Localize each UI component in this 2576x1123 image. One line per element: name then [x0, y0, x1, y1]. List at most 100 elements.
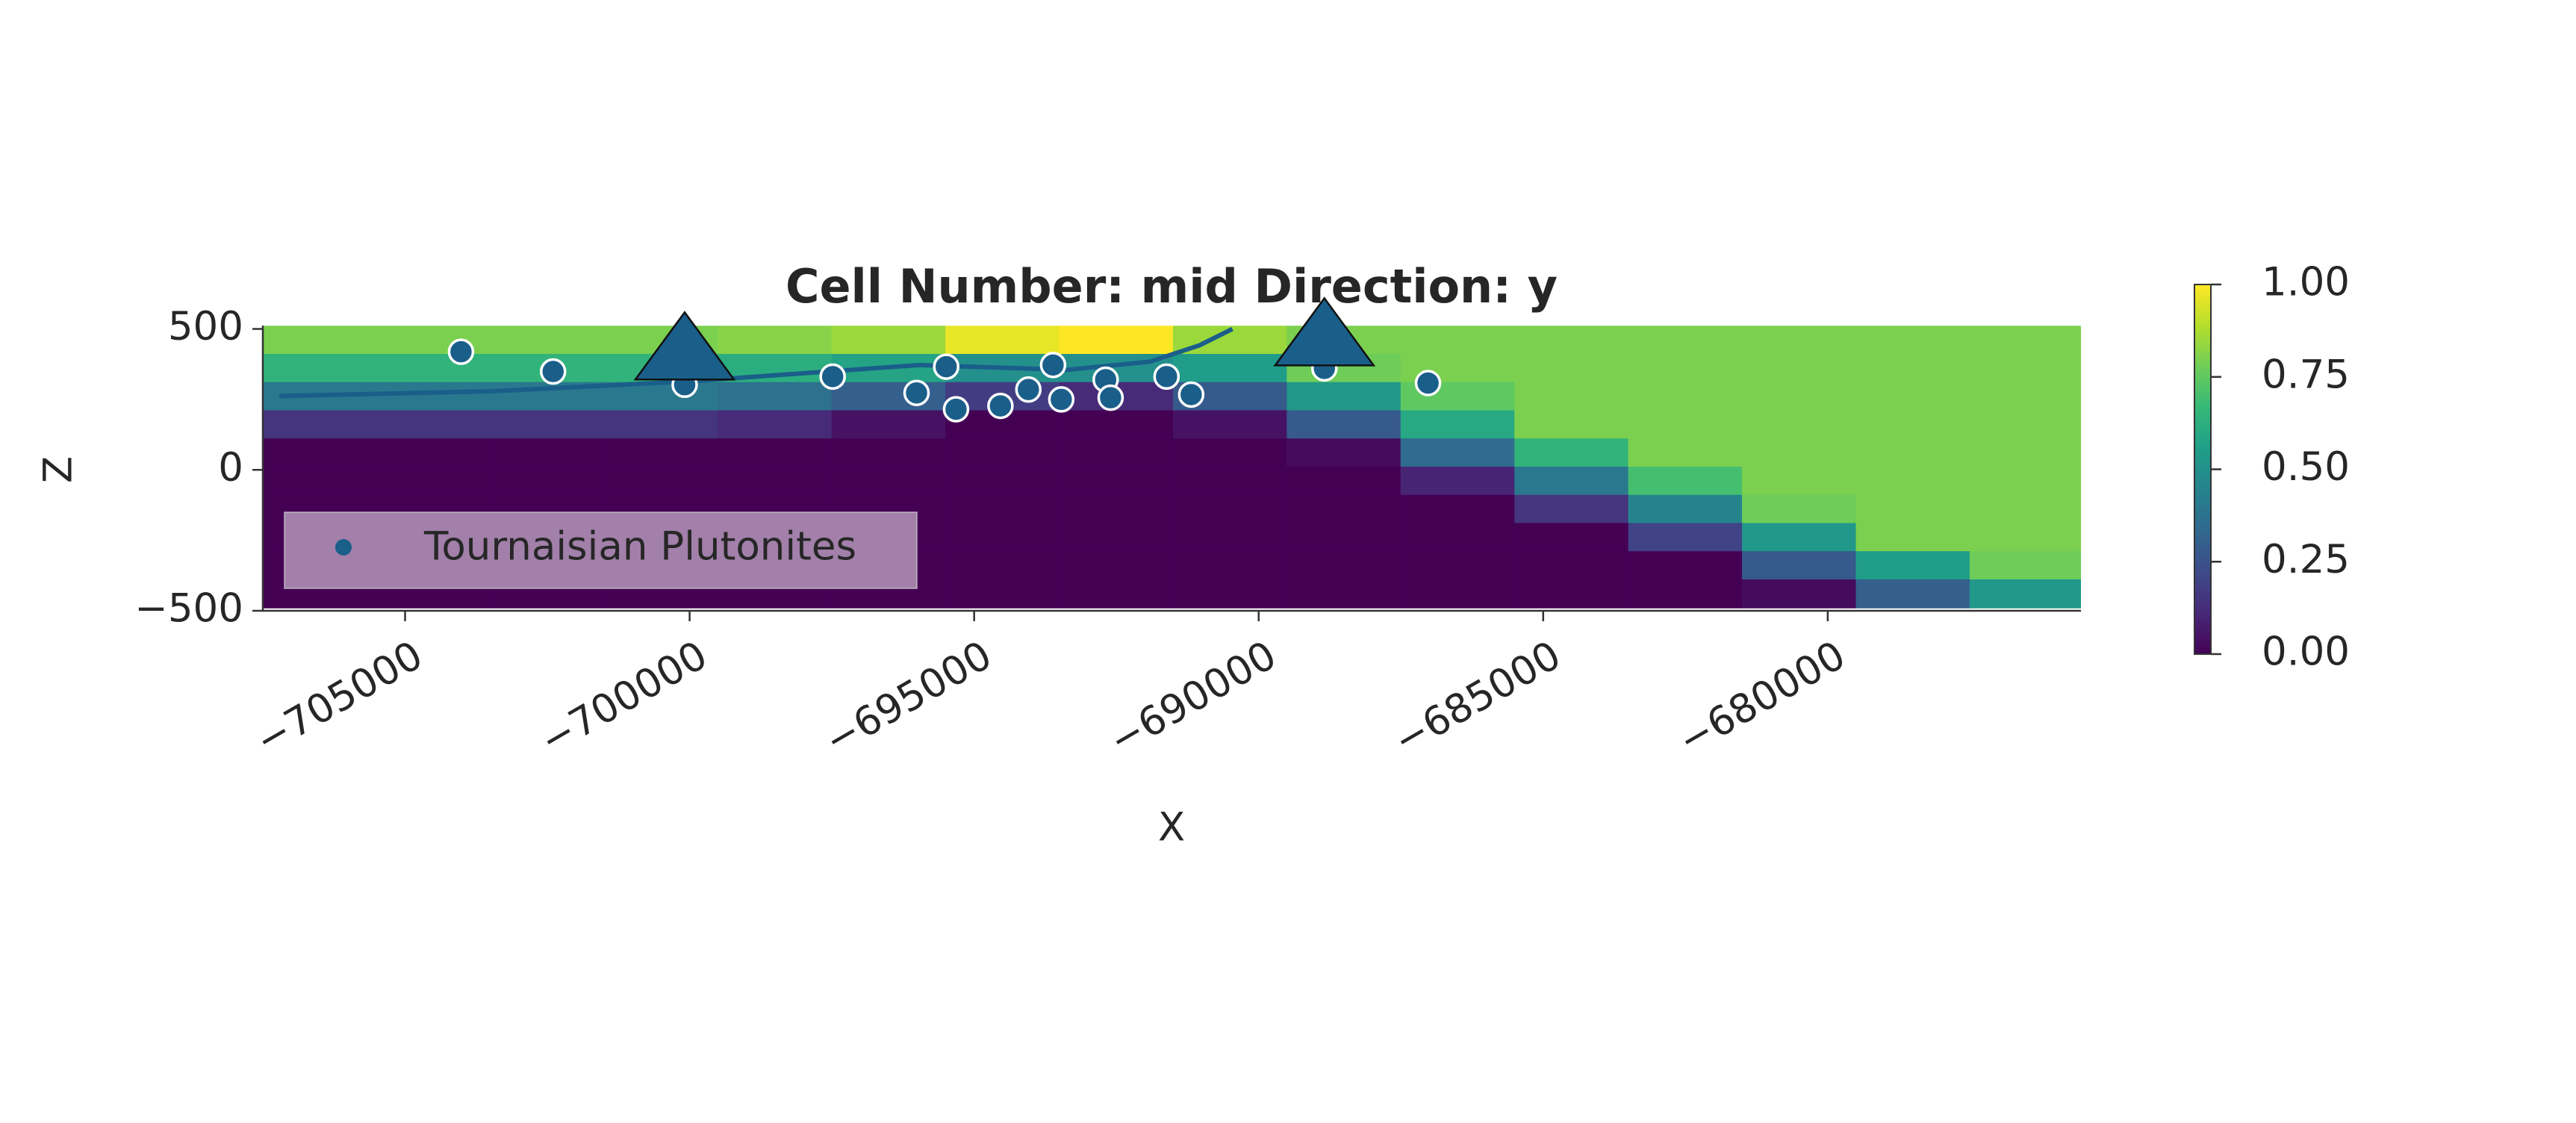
colorbar-segment	[2194, 550, 2211, 556]
field-cell	[1287, 494, 1401, 524]
field-cell	[945, 438, 1060, 467]
field-cell	[1059, 466, 1174, 496]
data-point	[1048, 386, 1075, 413]
colorbar-segment	[2194, 421, 2211, 426]
field-cell	[1742, 438, 1857, 467]
field-cell	[1969, 551, 2081, 580]
colorbar-segment	[2194, 287, 2211, 293]
field-cell	[603, 466, 719, 496]
field-cell	[1400, 579, 1516, 609]
x-tick-label: −680000	[1670, 632, 1852, 764]
colorbar-segment	[2194, 547, 2211, 552]
colorbar-segment	[2194, 458, 2211, 463]
field-cell	[831, 326, 947, 355]
colorbar-segment	[2194, 414, 2211, 419]
colorbar-segment	[2194, 388, 2211, 393]
data-point	[819, 363, 846, 391]
field-cell	[1628, 382, 1743, 411]
colorbar-segment	[2194, 329, 2211, 334]
colorbar-segment	[2194, 543, 2211, 548]
data-point	[1039, 352, 1067, 379]
colorbar-segment	[2194, 361, 2211, 367]
colorbar-segment	[2194, 609, 2211, 615]
field-cell	[1287, 523, 1401, 553]
colorbar-segment	[2194, 295, 2211, 300]
field-cell	[376, 410, 491, 440]
field-cell	[603, 438, 719, 467]
colorbar-segment	[2194, 488, 2211, 493]
colorbar-segment	[2194, 594, 2211, 600]
field-cell	[1400, 326, 1516, 355]
field-cell	[1514, 494, 1629, 524]
colorbar-segment	[2194, 606, 2211, 611]
colorbar-segment	[2194, 573, 2211, 578]
colorbar-segment	[2194, 469, 2211, 474]
field-cell	[1172, 466, 1288, 496]
field-cell	[1628, 438, 1743, 467]
field-cell	[1059, 523, 1174, 553]
colorbar-segment	[2194, 343, 2211, 349]
field-cell	[945, 326, 1060, 355]
colorbar-tick-label: 0.75	[2262, 352, 2350, 397]
colorbar-segment	[2194, 591, 2211, 596]
orientation-marker	[1273, 296, 1376, 367]
colorbar-segment	[2194, 447, 2211, 452]
field-cell	[945, 579, 1060, 609]
field-cell	[718, 382, 833, 411]
field-cell	[1514, 523, 1629, 553]
colorbar-segment	[2194, 358, 2211, 363]
surface-line	[279, 326, 1233, 399]
colorbar-segment	[2194, 565, 2211, 570]
field-cell	[1742, 494, 1857, 524]
field-cell	[718, 410, 833, 440]
field-cell	[1172, 523, 1288, 553]
field-cell	[831, 466, 947, 496]
y-axis-label: Z	[36, 456, 81, 483]
field-cell	[1172, 551, 1288, 580]
field-cell	[945, 523, 1060, 553]
field-cell	[1855, 410, 1970, 440]
field-cell	[1514, 438, 1629, 467]
field-cell	[1287, 466, 1401, 496]
y-tick-label: 0	[218, 445, 243, 491]
field-cell	[1287, 579, 1401, 609]
legend-label: Tournaisian Plutonites	[423, 524, 856, 570]
field-cell	[490, 326, 605, 355]
field-cell	[1628, 354, 1743, 383]
colorbar-segment	[2194, 454, 2211, 459]
field-cell	[376, 354, 491, 383]
colorbar-segment	[2194, 284, 2211, 289]
colorbar-segment	[2194, 365, 2211, 370]
field-cell	[1855, 579, 1970, 609]
colorbar-segment	[2194, 425, 2211, 430]
colorbar-segment	[2194, 347, 2211, 352]
field-cell	[1969, 579, 2081, 609]
field-cell	[1628, 326, 1743, 355]
colorbar-segment	[2194, 435, 2211, 441]
field-cell	[1628, 410, 1743, 440]
colorbar-segment	[2194, 429, 2211, 433]
colorbar-segment	[2194, 373, 2211, 378]
colorbar-segment	[2194, 499, 2211, 504]
field-cell	[1059, 438, 1174, 467]
colorbar-segment	[2194, 509, 2211, 514]
colorbar-segment	[2194, 528, 2211, 533]
colorbar-segment	[2194, 520, 2211, 526]
field-cell	[1400, 410, 1516, 440]
field-cell	[1969, 326, 2081, 355]
field-cell	[1855, 354, 1970, 383]
field-cell	[1287, 410, 1401, 440]
field-cell	[1969, 354, 2081, 383]
field-cell	[1059, 494, 1174, 524]
field-cell	[1855, 523, 1970, 553]
colorbar-segment	[2194, 506, 2211, 511]
colorbar-segment	[2194, 351, 2211, 356]
colorbar-segment	[2194, 632, 2211, 637]
colorbar-segment	[2194, 410, 2211, 415]
colorbar-segment	[2194, 558, 2211, 563]
field-cell	[1514, 579, 1629, 609]
field-cell	[1855, 494, 1970, 524]
colorbar-segment	[2194, 583, 2211, 588]
colorbar-segment	[2194, 461, 2211, 467]
field-cell	[1172, 354, 1288, 383]
